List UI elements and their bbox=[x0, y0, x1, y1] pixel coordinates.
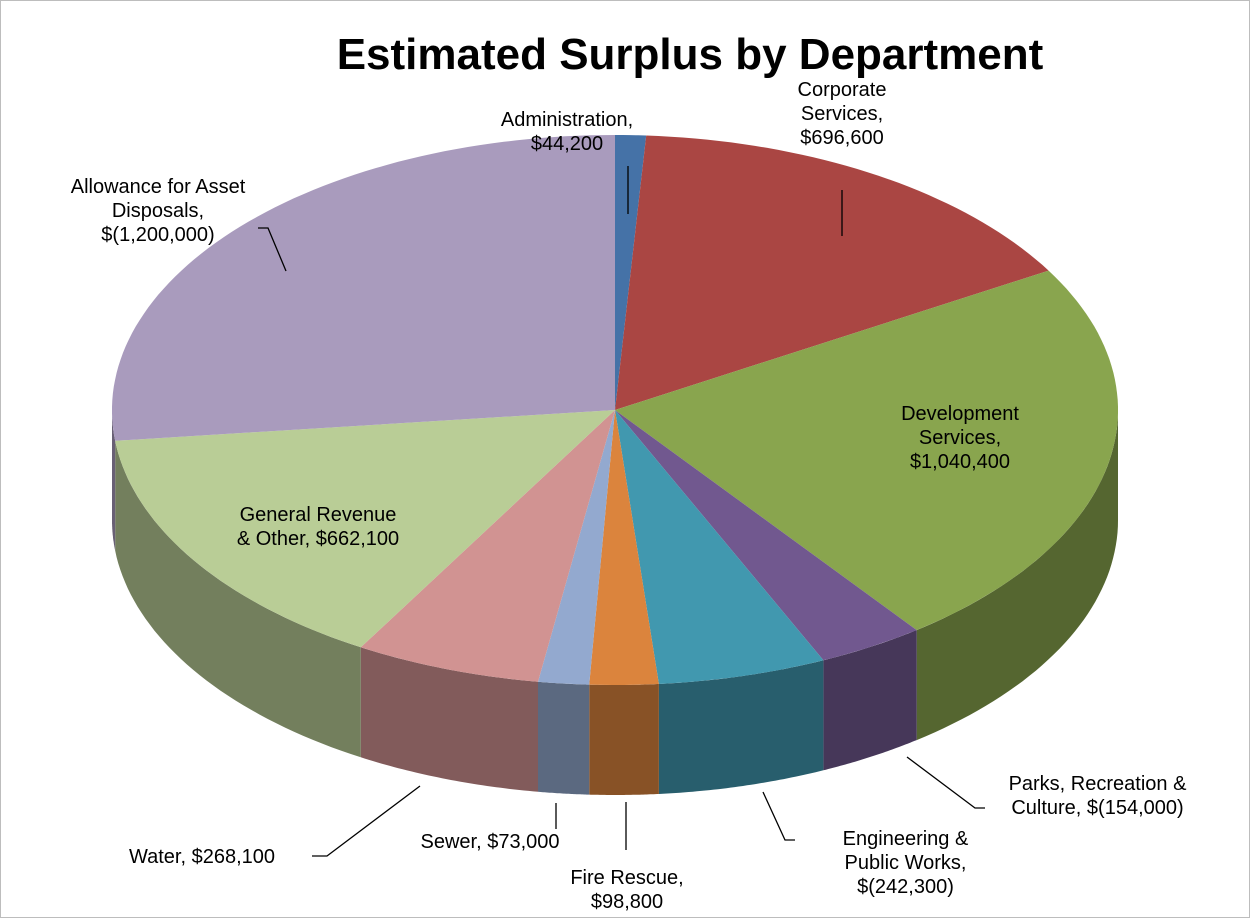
slice bbox=[615, 270, 1118, 631]
label-category: Sewer, bbox=[420, 831, 482, 853]
slice-side bbox=[538, 681, 590, 795]
label-category: Allowance for Asset Disposals, bbox=[70, 176, 246, 222]
label-value: $44,200 bbox=[530, 133, 604, 155]
slice-side bbox=[823, 630, 917, 771]
label-category: Parks, Recreation & Culture, bbox=[1008, 773, 1187, 819]
data-label: Sewer, $73,000 bbox=[390, 830, 590, 854]
slice bbox=[615, 410, 917, 661]
data-label: Administration, $44,200 bbox=[482, 108, 652, 156]
data-label: Corporate Services, $696,600 bbox=[782, 78, 902, 150]
slice bbox=[589, 410, 659, 685]
slice-side bbox=[360, 647, 538, 792]
slice bbox=[112, 135, 615, 441]
slice bbox=[615, 135, 1049, 410]
slice bbox=[538, 410, 615, 685]
label-value: $696,600 bbox=[800, 127, 884, 149]
slice-side bbox=[658, 660, 824, 794]
leader-line bbox=[312, 785, 421, 857]
label-category: Corporate Services, bbox=[797, 79, 887, 125]
label-category: Engineering & Public Works, bbox=[842, 828, 969, 874]
data-label: General Revenue & Other, $662,100 bbox=[232, 503, 404, 551]
data-label: Fire Rescue, $98,800 bbox=[562, 866, 692, 914]
data-label: Engineering & Public Works, $(242,300) bbox=[828, 827, 983, 899]
label-value: $98,800 bbox=[590, 891, 664, 913]
slice-side bbox=[589, 684, 659, 795]
label-value: $(242,300) bbox=[857, 876, 954, 898]
slice bbox=[360, 410, 615, 682]
slice-side bbox=[115, 440, 361, 758]
slice bbox=[615, 410, 824, 684]
label-value: $268,100 bbox=[191, 846, 276, 868]
leader-line bbox=[762, 791, 795, 841]
label-value: $662,100 bbox=[315, 528, 400, 550]
slice bbox=[615, 135, 647, 410]
label-category: General Revenue & Other, bbox=[236, 504, 397, 550]
data-label: Parks, Recreation & Culture, $(154,000) bbox=[1005, 772, 1190, 820]
label-category: Development Services, bbox=[901, 403, 1019, 449]
label-value: $(154,000) bbox=[1086, 797, 1184, 819]
label-value: $(1,200,000) bbox=[101, 224, 215, 246]
slice bbox=[115, 410, 615, 648]
leader-line bbox=[258, 227, 287, 272]
label-category: Fire Rescue, bbox=[570, 867, 684, 889]
label-value: $73,000 bbox=[487, 831, 560, 853]
data-label: Allowance for Asset Disposals, $(1,200,0… bbox=[68, 175, 248, 247]
label-value: $1,040,400 bbox=[909, 451, 1011, 473]
label-category: Water, bbox=[128, 846, 187, 868]
slice-side bbox=[916, 410, 1118, 741]
label-category: Administration, bbox=[500, 109, 634, 131]
chart-title: Estimated Surplus by Department bbox=[336, 30, 1044, 79]
data-label: Development Services, $1,040,400 bbox=[880, 402, 1040, 474]
slice-side bbox=[112, 410, 116, 551]
data-label: Water, $268,100 bbox=[92, 845, 312, 869]
leader-line bbox=[906, 756, 985, 809]
